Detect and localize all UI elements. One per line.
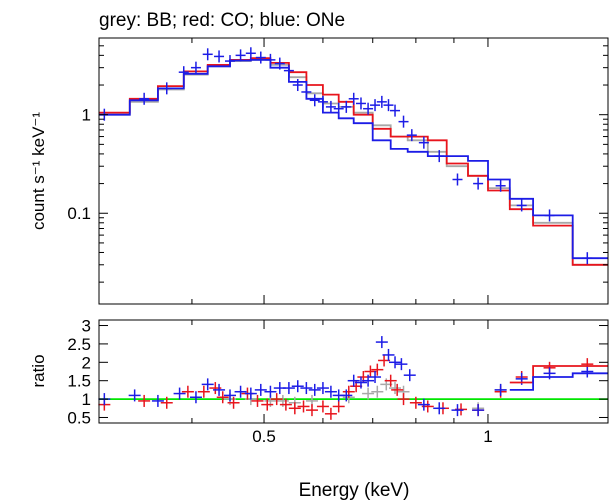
bottom-plot-frame — [98, 319, 609, 424]
ratio-step-one — [509, 372, 608, 391]
bottom-panel: 0.511.522.530.5 1 ratio Energy (keV) — [29, 317, 609, 500]
ratio-step-co — [509, 365, 608, 384]
bottom-x-tick-label: 0.5 — [252, 427, 276, 446]
bottom-y-tick-label: 2.5 — [67, 335, 91, 354]
spectrum-line-bb — [99, 59, 608, 266]
top-tick-layer: 0.11 — [67, 38, 608, 304]
bottom-y-tick-label: 3 — [82, 317, 91, 336]
top-panel: 0.11 count s⁻¹ keV⁻¹ — [29, 37, 609, 305]
top-y-tick-label: 0.1 — [67, 204, 91, 223]
x-axis-label: Energy (keV) — [299, 480, 410, 500]
spectrum-line-one — [99, 59, 608, 260]
bottom-y-tick-label: 1.5 — [67, 372, 91, 391]
chart-title: grey: BB; red: CO; blue: ONe — [99, 10, 345, 31]
bottom-tick-layer: 0.511.522.530.5 1 — [67, 317, 608, 446]
top-series-layer — [99, 57, 608, 266]
bottom-y-axis-label: ratio — [29, 354, 48, 387]
top-y-axis-label: count s⁻¹ keV⁻¹ — [29, 112, 48, 230]
top-plot-frame — [98, 37, 609, 305]
top-y-tick-label: 1 — [82, 106, 91, 125]
bottom-y-tick-label: 2 — [82, 353, 91, 372]
bottom-x-tick-label: 1 — [483, 427, 492, 446]
bottom-y-tick-label: 1 — [82, 390, 91, 409]
bottom-y-tick-label: 0.5 — [67, 408, 91, 427]
ratio-series-layer — [98, 336, 608, 420]
top-points-layer — [99, 47, 593, 265]
